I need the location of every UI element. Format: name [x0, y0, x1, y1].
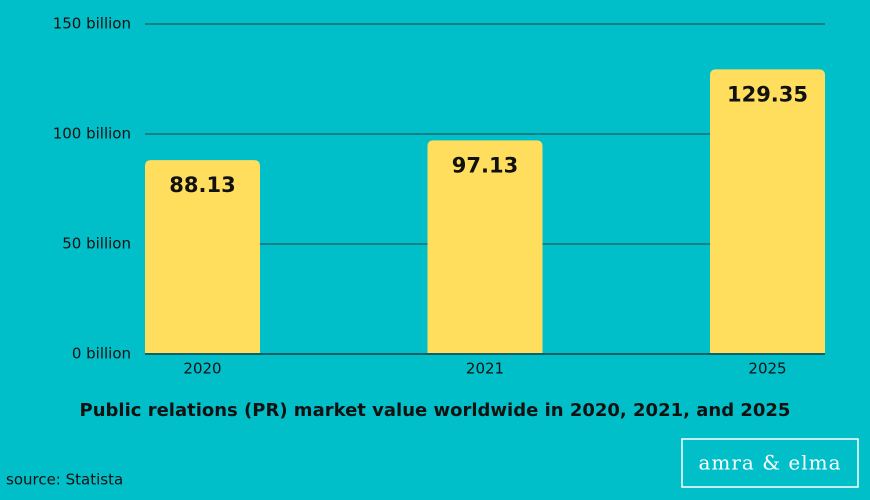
y-tick-label: 150 billion — [53, 15, 131, 33]
bar — [710, 69, 825, 355]
source: source: Statista — [6, 471, 123, 489]
y-tick-label: 50 billion — [62, 235, 131, 253]
x-tick-label: 2021 — [466, 360, 504, 378]
bar — [145, 160, 260, 354]
logo: amra & elma — [698, 451, 841, 475]
x-tick-label: 2020 — [183, 360, 221, 378]
y-tick-label: 0 billion — [72, 345, 131, 363]
data-label: 88.13 — [169, 173, 235, 197]
data-label: 97.13 — [452, 153, 518, 177]
bar — [427, 140, 543, 354]
chart-title: Public relations (PR) market value world… — [80, 400, 791, 421]
data-label: 129.35 — [727, 82, 808, 106]
y-tick-label: 100 billion — [53, 125, 131, 143]
logo-box — [681, 438, 859, 488]
x-tick-label: 2025 — [748, 360, 786, 378]
